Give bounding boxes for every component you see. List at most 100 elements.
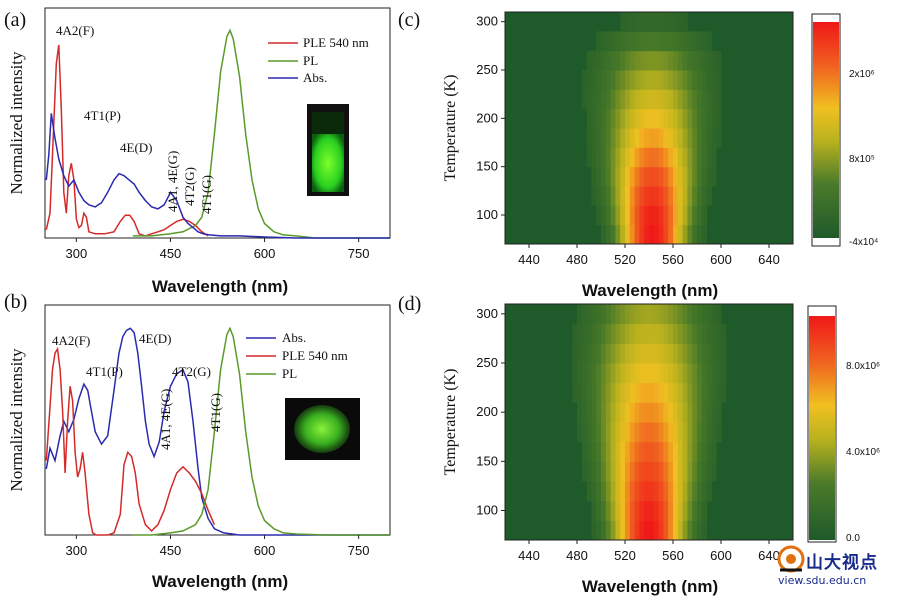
heatmap-cell (644, 70, 650, 90)
heatmap-cell (644, 481, 650, 502)
heatmap-cell (706, 382, 712, 403)
panel-b-label: (b) (4, 291, 27, 313)
heatmap-cell (586, 70, 592, 90)
heatmap-cell (673, 31, 679, 52)
heatmap-cell (692, 128, 698, 148)
heatmap-cell (673, 128, 679, 148)
heatmap-cell (586, 441, 592, 462)
heatmap-cell (649, 304, 655, 325)
heatmap-cell (721, 323, 727, 344)
heatmap-cell (620, 363, 626, 384)
heatmap-cell (706, 89, 712, 110)
heatmap-cell (625, 89, 631, 110)
heatmap-cell (682, 323, 688, 344)
heatmap-cell (620, 89, 626, 110)
heatmap-cell (677, 108, 684, 129)
heatmap-cell (601, 205, 607, 226)
heatmap-cell (701, 166, 708, 187)
heatmap-cell (586, 481, 592, 502)
heatmap-cell (706, 402, 712, 423)
heatmap-cell (620, 147, 626, 168)
heatmap-cell (706, 108, 712, 129)
heatmap-cell (697, 382, 703, 403)
panel-a-x-ticks: 300 450 600 750 (66, 238, 369, 261)
heatmap-cell (601, 441, 607, 462)
heatmap-cell (629, 343, 636, 364)
heatmap-cell (687, 50, 693, 71)
heatmap-cell (620, 441, 626, 462)
heatmap-cell (644, 147, 650, 168)
heatmap-cell (653, 166, 660, 187)
heatmap-cell (605, 323, 612, 344)
heatmap-cell (596, 402, 602, 423)
panel-c-y-ticks: 100 150 200 250 300 (476, 14, 505, 222)
heatmap-cell (577, 343, 583, 364)
heatmap-cell (644, 461, 650, 482)
heatmap-cell (706, 461, 712, 482)
heatmap-cell (687, 343, 693, 364)
annotation-4ED: 4E(D) (120, 140, 153, 155)
heatmap-cell (615, 304, 621, 325)
heatmap-cell (653, 481, 660, 502)
heatmap-cell (687, 108, 693, 129)
heatmap-cell (673, 304, 679, 325)
heatmap-cell (644, 363, 650, 384)
legend-label-ple: PLE 540 nm (303, 35, 369, 50)
heatmap-cell (658, 402, 664, 423)
heatmap-cell (644, 108, 650, 129)
heatmap-cell (596, 70, 602, 90)
heatmap-cell (649, 186, 655, 206)
x-tick-label: 450 (160, 246, 182, 261)
heatmap-cell (692, 224, 698, 245)
heatmap-cell (706, 186, 712, 206)
heatmap-cell (701, 441, 708, 462)
heatmap-cell (677, 205, 684, 226)
heatmap-cell (581, 304, 588, 325)
heatmap-cell (649, 500, 655, 521)
heatmap-cell (601, 500, 607, 521)
heatmap-cell (610, 382, 616, 403)
heatmap-cell (682, 147, 688, 168)
heatmap-cell (721, 363, 727, 384)
heatmap-cell (706, 363, 712, 384)
heatmap-cell (673, 50, 679, 71)
heatmap-cell (649, 205, 655, 226)
heatmap-cell (591, 481, 597, 502)
heatmap-cell (615, 31, 621, 52)
heatmap-cell (644, 205, 650, 226)
heatmap-cell (653, 323, 660, 344)
heatmap-cell (649, 128, 655, 148)
y-tick-label: 300 (476, 306, 498, 321)
heatmap-cell (634, 50, 640, 71)
x-tick-label: 560 (662, 548, 684, 563)
heatmap-cell (653, 224, 660, 245)
heatmap-cell (591, 422, 597, 443)
panel-c-x-axis-title: Wavelength (nm) (582, 281, 718, 300)
heatmap-cell (668, 89, 674, 110)
heatmap-cell (591, 441, 597, 462)
heatmap-cell (663, 224, 669, 245)
heatmap-cell (615, 50, 621, 71)
heatmap-cell (629, 520, 636, 541)
panel-c: (c) 440 480 520 560 600 640 100 150 200 250 300 W… (398, 9, 878, 300)
heatmap-cell (668, 343, 674, 364)
heatmap-cell (629, 186, 636, 206)
heatmap-cell (682, 70, 688, 90)
colorbar-tick: 4.0x10⁶ (846, 447, 880, 458)
heatmap-cell (591, 50, 597, 71)
heatmap-cell (596, 304, 602, 325)
heatmap-cell (697, 108, 703, 129)
heatmap-cell (620, 304, 626, 325)
heatmap-cell (625, 147, 631, 168)
heatmap-cell (653, 520, 660, 541)
heatmap-cell (629, 422, 636, 443)
watermark-url: view.sdu.edu.cn (778, 574, 867, 587)
heatmap-cell (692, 481, 698, 502)
heatmap-cell (577, 323, 583, 344)
heatmap-cell (591, 363, 597, 384)
heatmap-cell (682, 441, 688, 462)
panel-c-frame (504, 11, 794, 245)
heatmap-cell (697, 128, 703, 148)
colorbar-tick: -4x10⁴ (849, 237, 878, 248)
colorbar-tick: 8x10⁵ (849, 154, 875, 165)
